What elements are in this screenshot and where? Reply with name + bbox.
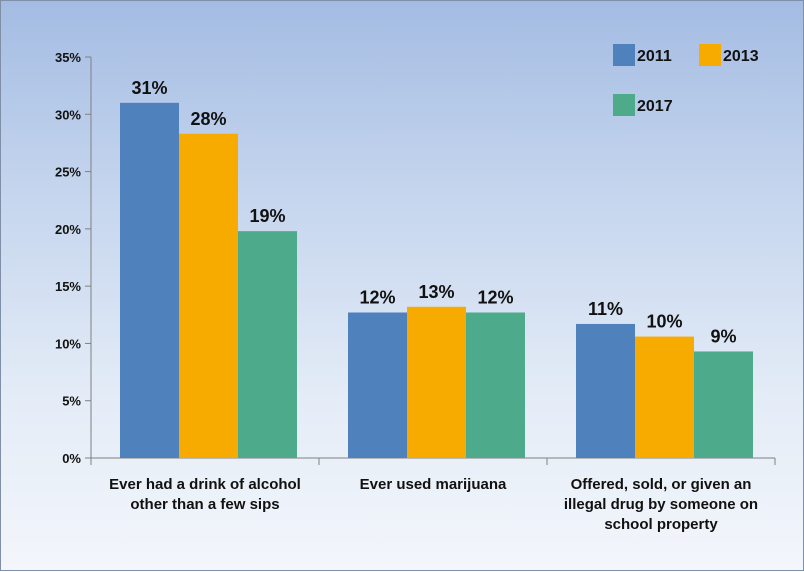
y-tick-label: 10% bbox=[55, 336, 81, 351]
category-label: Offered, sold, or given an bbox=[571, 476, 752, 493]
y-tick-label: 35% bbox=[55, 50, 81, 65]
bar bbox=[694, 351, 753, 458]
data-label: 31% bbox=[131, 78, 167, 98]
legend-label: 2013 bbox=[723, 48, 759, 65]
bar bbox=[120, 102, 179, 458]
bars bbox=[120, 102, 753, 458]
data-label: 19% bbox=[249, 206, 285, 226]
y-tick-label: 0% bbox=[62, 451, 81, 466]
data-label: 11% bbox=[588, 299, 623, 319]
data-label: 13% bbox=[418, 282, 454, 302]
bar bbox=[179, 133, 238, 458]
legend-swatch bbox=[613, 94, 635, 116]
bar bbox=[238, 231, 297, 458]
category-label: illegal drug by someone on bbox=[564, 496, 758, 513]
data-label: 9% bbox=[710, 326, 736, 346]
y-tick-label: 20% bbox=[55, 222, 81, 237]
bar bbox=[407, 306, 466, 458]
data-label: 10% bbox=[646, 312, 682, 332]
bar bbox=[348, 312, 407, 458]
y-tick-label: 5% bbox=[62, 394, 81, 409]
bar bbox=[635, 336, 694, 458]
category-label: Ever had a drink of alcohol bbox=[109, 476, 301, 493]
y-tick-label: 25% bbox=[55, 165, 81, 180]
legend-label: 2011 bbox=[637, 48, 672, 65]
data-label: 12% bbox=[359, 287, 395, 307]
bar bbox=[466, 312, 525, 458]
category-labels: Ever had a drink of alcohol other than a … bbox=[109, 476, 758, 533]
data-label: 28% bbox=[190, 109, 226, 129]
category-label: Ever used marijuana bbox=[360, 476, 507, 493]
category-label: other than a few sips bbox=[130, 496, 279, 513]
category-label: school property bbox=[604, 516, 718, 533]
legend-swatch bbox=[699, 44, 721, 66]
y-tick-label: 30% bbox=[55, 107, 81, 122]
legend-swatch bbox=[613, 44, 635, 66]
legend-label: 2017 bbox=[637, 98, 673, 115]
data-label: 12% bbox=[477, 287, 513, 307]
y-tick-label: 15% bbox=[55, 279, 81, 294]
legend: 2011 2013 2017 bbox=[613, 44, 759, 116]
data-labels: 31% 12% 11% 28% 13% 10% 19% 12% 9% bbox=[131, 78, 736, 347]
bar bbox=[576, 323, 635, 458]
